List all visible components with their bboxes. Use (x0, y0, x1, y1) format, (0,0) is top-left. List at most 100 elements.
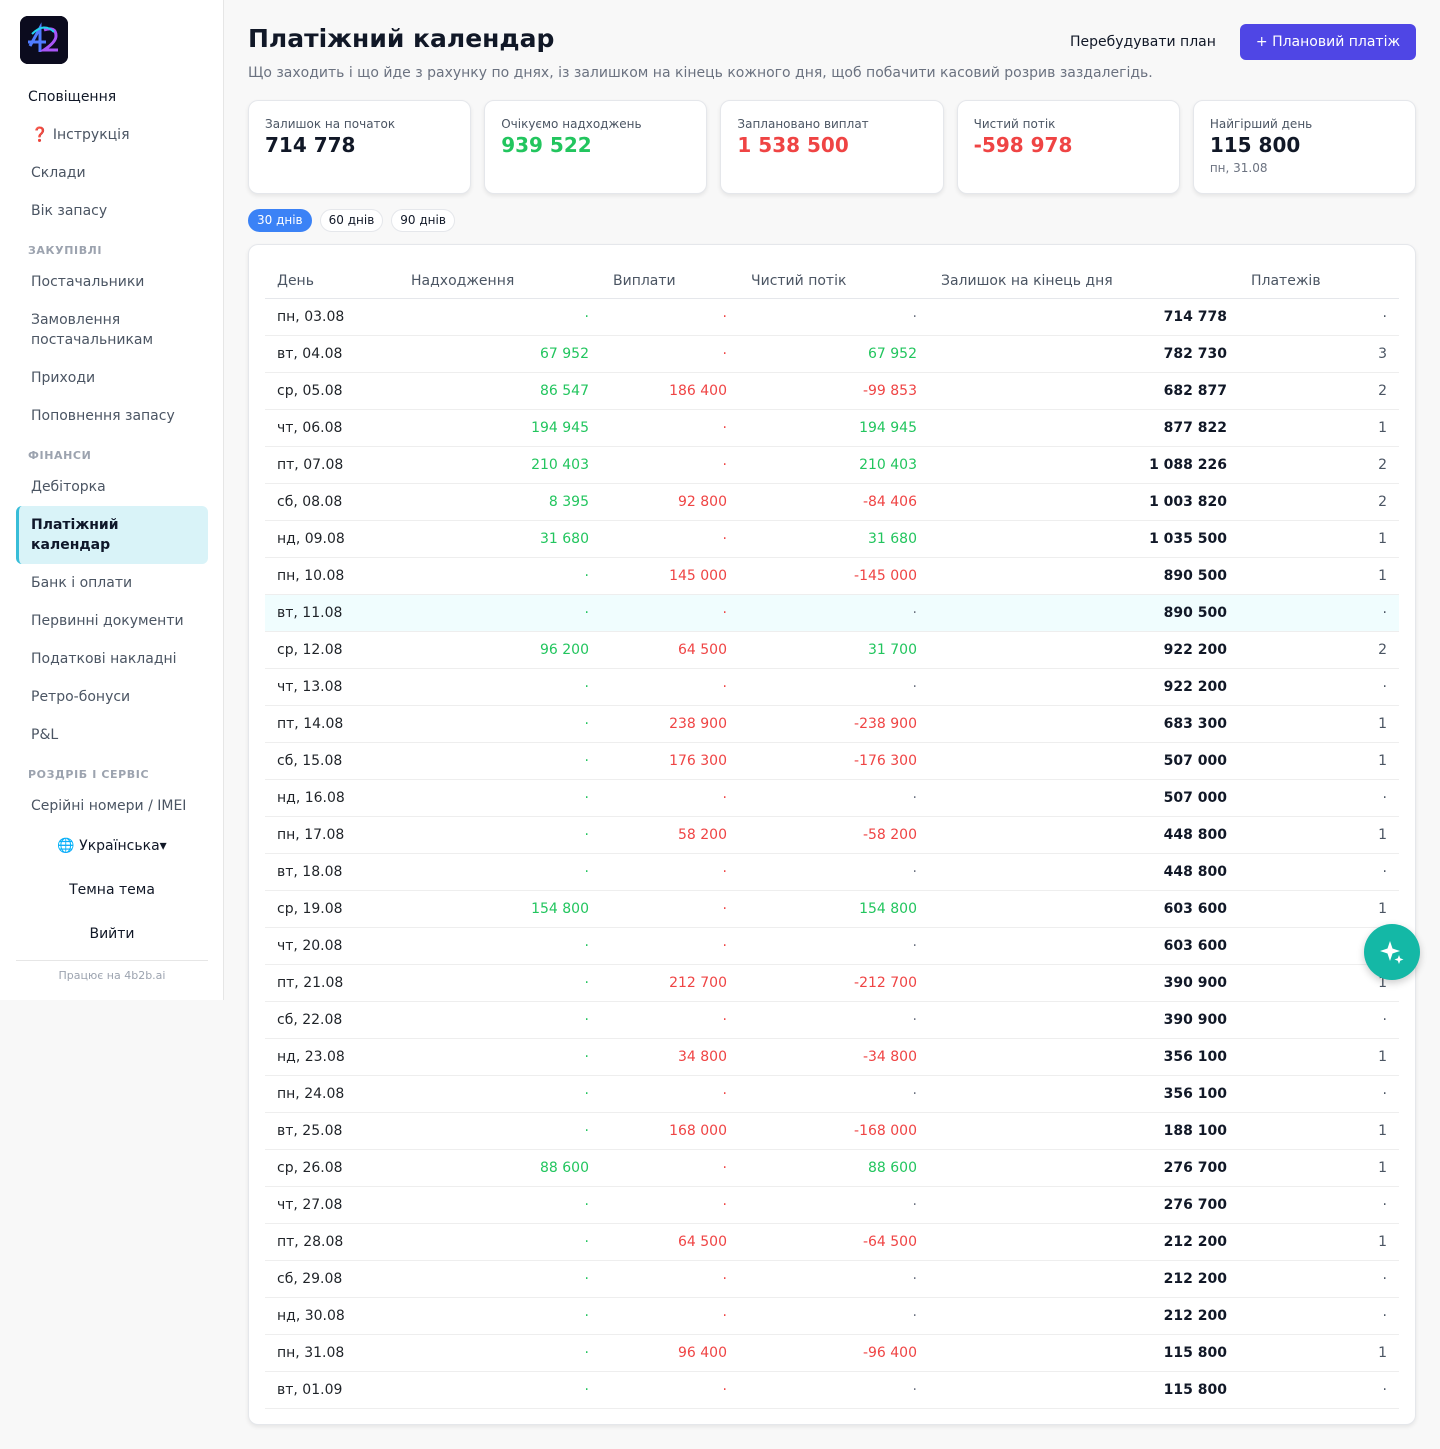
page-title: Платіжний календар (248, 24, 555, 53)
cell-outflow: 92 800 (601, 483, 739, 521)
table-row[interactable]: пт, 28.08 · 64 500 -64 500 212 200 1 (265, 1223, 1399, 1261)
sidebar-item[interactable]: Ретро-бонуси (31, 689, 131, 705)
range-chip[interactable]: 60 днів (319, 209, 384, 232)
table-row[interactable]: пт, 21.08 · 212 700 -212 700 390 900 1 (265, 964, 1399, 1002)
table-row[interactable]: нд, 09.08 31 680 · 31 680 1 035 500 1 (265, 520, 1399, 558)
cell-payments-count: · (1239, 1186, 1399, 1224)
logo-icon[interactable] (20, 16, 68, 64)
table-row[interactable]: ср, 26.08 88 600 · 88 600 276 700 1 (265, 1149, 1399, 1187)
table-row[interactable]: пт, 07.08 210 403 · 210 403 1 088 226 2 (265, 446, 1399, 484)
table-row[interactable]: пн, 31.08 · 96 400 -96 400 115 800 1 (265, 1334, 1399, 1372)
range-chip[interactable]: 30 днів (248, 209, 312, 232)
table-row[interactable]: вт, 01.09 · · · 115 800 · (265, 1371, 1399, 1409)
cell-outflow: 64 500 (601, 1223, 739, 1261)
sidebar-item-3[interactable]: Вік запасу (31, 203, 108, 219)
sidebar-item[interactable]: Замовлення постачальникам (31, 312, 154, 348)
dark-theme-toggle[interactable]: Темна тема (69, 882, 155, 898)
cell-net-flow: · (739, 1260, 929, 1298)
table-row[interactable]: ср, 12.08 96 200 64 500 31 700 922 200 2 (265, 631, 1399, 669)
table-row[interactable]: сб, 15.08 · 176 300 -176 300 507 000 1 (265, 742, 1399, 780)
payment-calendar-table: День Надходження Виплати Чистий потік Залишо… (265, 261, 1399, 1409)
cell-income: · (399, 779, 601, 817)
cell-outflow: · (601, 1186, 739, 1224)
cell-balance: 115 800 (929, 1334, 1239, 1372)
cell-outflow: · (601, 594, 739, 632)
table-row[interactable]: пн, 03.08 · · · 714 778 · (265, 298, 1399, 336)
table-row[interactable]: ср, 05.08 86 547 186 400 -99 853 682 877 2 (265, 372, 1399, 410)
sidebar-item[interactable]: Постачальники (31, 274, 145, 290)
cell-income: · (399, 298, 601, 336)
sidebar-item-0[interactable]: Сповіщення (28, 89, 117, 105)
cell-income: · (399, 1223, 601, 1261)
table-row[interactable]: ср, 19.08 154 800 · 154 800 603 600 1 (265, 890, 1399, 928)
kpi-label: Найгірший день (1209, 117, 1313, 131)
cell-balance: 922 200 (929, 668, 1239, 706)
table-row[interactable]: чт, 06.08 194 945 · 194 945 877 822 1 (265, 409, 1399, 447)
sidebar-item[interactable]: Серійні номери / IMEI (31, 798, 187, 814)
sidebar-item-2[interactable]: Склади (31, 165, 86, 181)
table-row[interactable]: вт, 04.08 67 952 · 67 952 782 730 3 (265, 335, 1399, 373)
cell-outflow: 238 900 (601, 705, 739, 743)
sidebar-item[interactable]: Первинні документи (31, 613, 184, 629)
cell-income: 194 945 (399, 409, 601, 447)
table-row[interactable]: пн, 10.08 · 145 000 -145 000 890 500 1 (265, 557, 1399, 595)
cell-day: чт, 06.08 (265, 409, 399, 447)
sidebar-item-1[interactable]: ❓ Інструкція (31, 127, 130, 143)
cell-net-flow: -99 853 (739, 372, 929, 410)
sidebar-item[interactable]: Банк і оплати (31, 575, 133, 591)
add-planned-payment-button[interactable]: + Плановий платіж (1240, 24, 1416, 60)
cell-balance: 448 800 (929, 853, 1239, 891)
sidebar-item[interactable]: P&L (31, 727, 59, 743)
assistant-button[interactable] (1364, 924, 1420, 980)
table-row[interactable]: нд, 23.08 · 34 800 -34 800 356 100 1 (265, 1038, 1399, 1076)
table-row[interactable]: сб, 29.08 · · · 212 200 · (265, 1260, 1399, 1298)
sidebar-item[interactable]: Поповнення запасу (31, 408, 175, 424)
table-row[interactable]: нд, 30.08 · · · 212 200 · (265, 1297, 1399, 1335)
sidebar-item[interactable]: Приходи (31, 370, 96, 386)
table-row[interactable]: чт, 27.08 · · · 276 700 · (265, 1186, 1399, 1224)
table-row[interactable]: пн, 17.08 · 58 200 -58 200 448 800 1 (265, 816, 1399, 854)
cell-day: вт, 04.08 (265, 335, 399, 373)
table-row[interactable]: чт, 13.08 · · · 922 200 · (265, 668, 1399, 706)
payment-calendar-table-card: День Надходження Виплати Чистий потік Залишо… (248, 244, 1416, 1425)
cell-payments-count: · (1239, 1371, 1399, 1409)
cell-net-flow: · (739, 668, 929, 706)
cell-net-flow: -34 800 (739, 1038, 929, 1076)
kpi-card: Найгірший день 115 800 пн, 31.08 (1192, 100, 1417, 194)
cell-net-flow: · (739, 1186, 929, 1224)
column-header: Надходження (399, 261, 601, 299)
powered-by: Працює на 4b2b.ai (58, 969, 166, 982)
cell-outflow: 64 500 (601, 631, 739, 669)
table-row[interactable]: вт, 25.08 · 168 000 -168 000 188 100 1 (265, 1112, 1399, 1150)
cell-income: · (399, 557, 601, 595)
sidebar-item[interactable]: Дебіторка (31, 479, 106, 495)
cell-balance: 212 200 (929, 1297, 1239, 1335)
sidebar-item[interactable]: Податкові накладні (31, 651, 177, 667)
column-header: Виплати (601, 261, 739, 299)
cell-payments-count: 1 (1239, 1038, 1399, 1076)
table-row[interactable]: сб, 22.08 · · · 390 900 · (265, 1001, 1399, 1039)
language-select[interactable]: 🌐 Українська▾ (57, 838, 167, 854)
table-row[interactable]: вт, 11.08 · · · 890 500 · (265, 594, 1399, 632)
kpi-cards: Залишок на початок 714 778 Очікуємо надход… (248, 100, 1417, 194)
cell-income: · (399, 1112, 601, 1150)
logout-button[interactable]: Вийти (89, 926, 135, 942)
rebuild-plan-button[interactable]: Перебудувати план (1070, 34, 1216, 50)
cell-balance: 603 600 (929, 927, 1239, 965)
cell-outflow: 145 000 (601, 557, 739, 595)
cell-balance: 1 003 820 (929, 483, 1239, 521)
cell-net-flow: 31 680 (739, 520, 929, 558)
cell-outflow: · (601, 1149, 739, 1187)
sidebar-item-active[interactable]: Платіжний календар (16, 506, 208, 564)
table-row[interactable]: вт, 18.08 · · · 448 800 · (265, 853, 1399, 891)
table-row[interactable]: пт, 14.08 · 238 900 -238 900 683 300 1 (265, 705, 1399, 743)
table-row[interactable]: пн, 24.08 · · · 356 100 · (265, 1075, 1399, 1113)
cell-outflow: · (601, 409, 739, 447)
table-row[interactable]: нд, 16.08 · · · 507 000 · (265, 779, 1399, 817)
range-chip[interactable]: 90 днів (391, 209, 455, 232)
cell-payments-count: · (1239, 853, 1399, 891)
table-row[interactable]: сб, 08.08 8 395 92 800 -84 406 1 003 820 2 (265, 483, 1399, 521)
cell-net-flow: · (739, 1297, 929, 1335)
table-row[interactable]: чт, 20.08···603 600· (265, 927, 1399, 965)
cell-net-flow: -176 300 (739, 742, 929, 780)
